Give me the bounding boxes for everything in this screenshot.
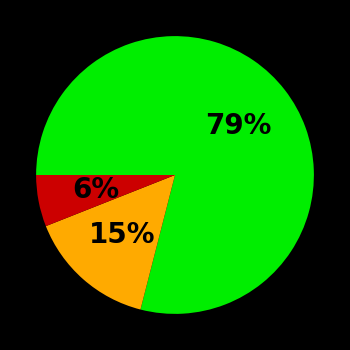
Wedge shape bbox=[36, 175, 175, 226]
Text: 15%: 15% bbox=[89, 222, 155, 250]
Wedge shape bbox=[36, 36, 314, 314]
Text: 6%: 6% bbox=[72, 176, 119, 204]
Wedge shape bbox=[46, 175, 175, 309]
Text: 79%: 79% bbox=[205, 112, 272, 140]
